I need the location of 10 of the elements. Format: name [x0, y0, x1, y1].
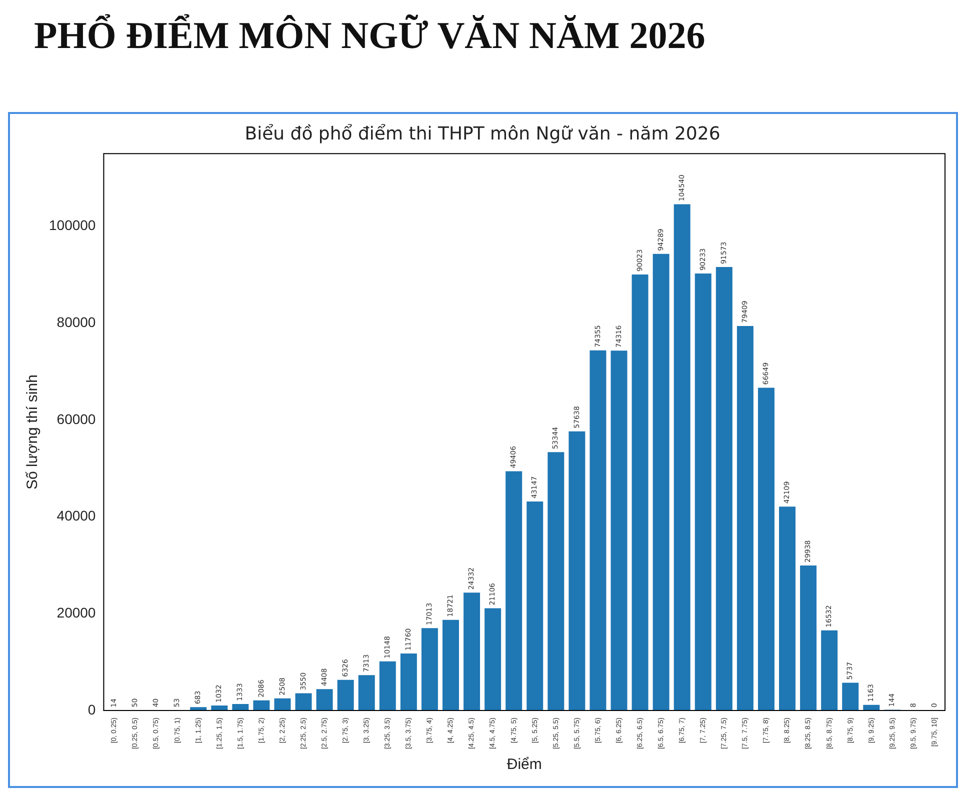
chart-title: PHỔ ĐIỂM MÔN NGỮ VĂN NĂM 2026: [34, 14, 706, 58]
y-tick-label: 100000: [49, 217, 96, 234]
y-tick-label: 40000: [56, 508, 96, 524]
y-tick-label: 60000: [56, 410, 96, 427]
y-tick-label: 0: [88, 701, 96, 718]
y-tick-label: 20000: [56, 604, 96, 620]
y-tick-label: 80000: [56, 314, 96, 330]
chart-subtitle: Biểu đồ phổ điểm thi THPT môn Ngữ văn - năm 2026: [244, 123, 720, 144]
x-axis-title: Điểm: [506, 756, 542, 774]
y-axis-title: Số lượng thí sinh: [24, 374, 42, 490]
